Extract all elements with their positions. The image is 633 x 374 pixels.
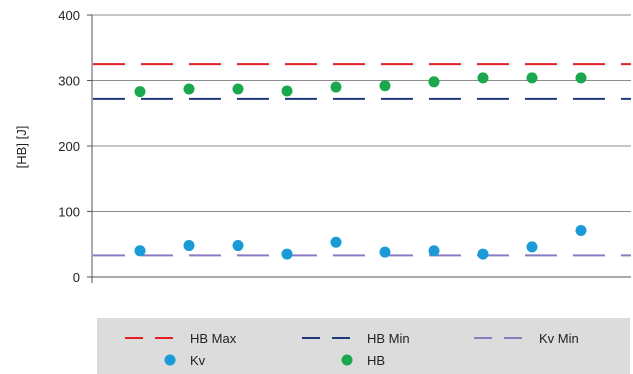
legend-marker-hb <box>341 354 353 366</box>
point-kv <box>183 240 195 252</box>
y-tick-label: 100 <box>58 205 80 220</box>
legend-label-hb: HB <box>367 353 385 368</box>
y-tick-label: 300 <box>58 74 80 89</box>
axes <box>87 14 631 283</box>
point-hb <box>477 72 489 84</box>
point-hb <box>183 83 195 95</box>
legend-label-kv-min: Kv Min <box>539 331 579 346</box>
reference-lines <box>92 63 631 257</box>
legend-label-kv: Kv <box>190 353 206 368</box>
legend-label-hb-min: HB Min <box>367 331 410 346</box>
point-kv <box>330 236 342 248</box>
point-hb <box>379 80 391 92</box>
point-kv <box>232 240 244 252</box>
y-tick-labels: 0 100 200 300 400 <box>58 8 80 285</box>
data-points <box>134 72 587 260</box>
point-hb <box>330 81 342 93</box>
legend: HB Max HB Min Kv Min Kv HB <box>97 318 630 374</box>
point-kv <box>428 245 440 257</box>
point-kv <box>477 248 489 260</box>
point-hb <box>526 72 538 84</box>
point-kv <box>526 241 538 253</box>
gridlines <box>92 14 631 212</box>
legend-marker-kv <box>164 354 176 366</box>
y-tick-label: 200 <box>58 139 80 154</box>
point-hb <box>575 72 587 84</box>
y-axis-title: [HB] [J] <box>14 126 29 169</box>
point-kv <box>281 248 293 260</box>
point-hb <box>134 86 146 98</box>
y-tick-label: 0 <box>73 270 80 285</box>
point-hb <box>281 85 293 97</box>
point-kv <box>379 246 391 258</box>
point-kv <box>575 224 587 236</box>
y-tick-label: 400 <box>58 8 80 23</box>
point-kv <box>134 245 146 257</box>
point-hb <box>232 83 244 95</box>
legend-box <box>97 318 630 374</box>
point-hb <box>428 76 440 88</box>
legend-label-hb-max: HB Max <box>190 331 237 346</box>
